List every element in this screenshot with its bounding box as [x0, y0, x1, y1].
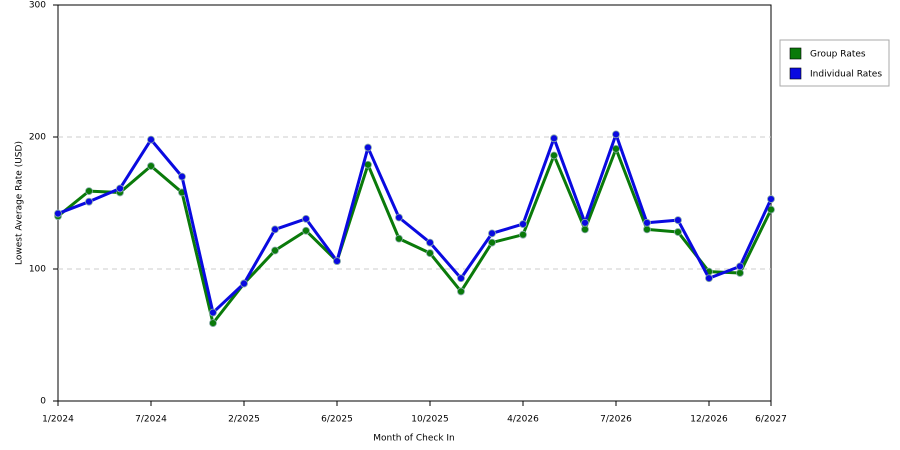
x-tick-label: 12/2026 [690, 415, 728, 425]
data-point [85, 197, 93, 206]
data-point [302, 214, 310, 223]
data-point [271, 225, 279, 234]
data-point [488, 238, 496, 247]
data-point [519, 220, 527, 229]
data-point [364, 143, 372, 152]
y-tick-label: 0 [40, 397, 46, 407]
legend-swatch [789, 67, 802, 80]
data-point [116, 184, 124, 193]
data-point [519, 230, 527, 239]
data-point [302, 226, 310, 235]
y-axis-label: Lowest Average Rate (USD) [15, 141, 25, 265]
data-point [209, 308, 217, 317]
data-point [333, 257, 341, 265]
x-tick-label: 4/2026 [507, 415, 539, 425]
data-point [426, 249, 434, 258]
y-tick-label: 100 [29, 265, 46, 275]
x-tick-label: 6/2027 [755, 415, 787, 425]
data-point [550, 134, 558, 143]
data-point [147, 135, 155, 144]
x-tick-label: 10/2025 [411, 415, 448, 425]
x-tick-label: 2/2025 [228, 415, 260, 425]
data-point [612, 144, 620, 153]
data-point [705, 274, 713, 283]
x-axis-label: Month of Check In [373, 434, 455, 444]
plot-area [57, 4, 772, 402]
data-point [736, 262, 744, 271]
data-point [364, 160, 372, 169]
data-point [457, 274, 465, 283]
data-point [581, 218, 589, 227]
data-point [612, 130, 620, 139]
data-point [643, 225, 651, 234]
data-point [395, 234, 403, 243]
data-point [209, 319, 217, 328]
data-point [426, 238, 434, 247]
data-point [488, 229, 496, 238]
data-point [85, 187, 93, 196]
data-point [147, 162, 155, 170]
series-line [57, 132, 773, 315]
y-tick-label: 200 [29, 133, 46, 143]
data-point [674, 228, 682, 236]
data-point [736, 269, 744, 277]
data-point [395, 213, 403, 222]
data-point [178, 172, 186, 181]
x-tick-label: 6/2025 [321, 415, 353, 425]
legend-label: Group Rates [810, 50, 866, 60]
data-point [271, 246, 279, 255]
x-tick-label: 1/2024 [42, 415, 74, 425]
data-point [581, 225, 589, 234]
data-point [674, 216, 682, 225]
y-tick-label: 300 [29, 1, 46, 11]
x-tick-label: 7/2026 [600, 415, 632, 425]
legend-label: Individual Rates [810, 70, 882, 80]
data-point [550, 151, 558, 160]
legend-swatch [789, 47, 802, 60]
series-line [57, 147, 773, 325]
data-point [240, 279, 248, 288]
x-tick-label: 7/2024 [135, 415, 167, 425]
data-point [54, 209, 62, 218]
data-point [643, 218, 651, 227]
data-point [767, 195, 775, 203]
data-point [457, 287, 465, 296]
